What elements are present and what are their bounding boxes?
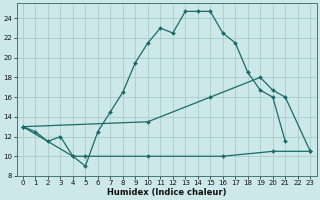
X-axis label: Humidex (Indice chaleur): Humidex (Indice chaleur) xyxy=(107,188,226,197)
